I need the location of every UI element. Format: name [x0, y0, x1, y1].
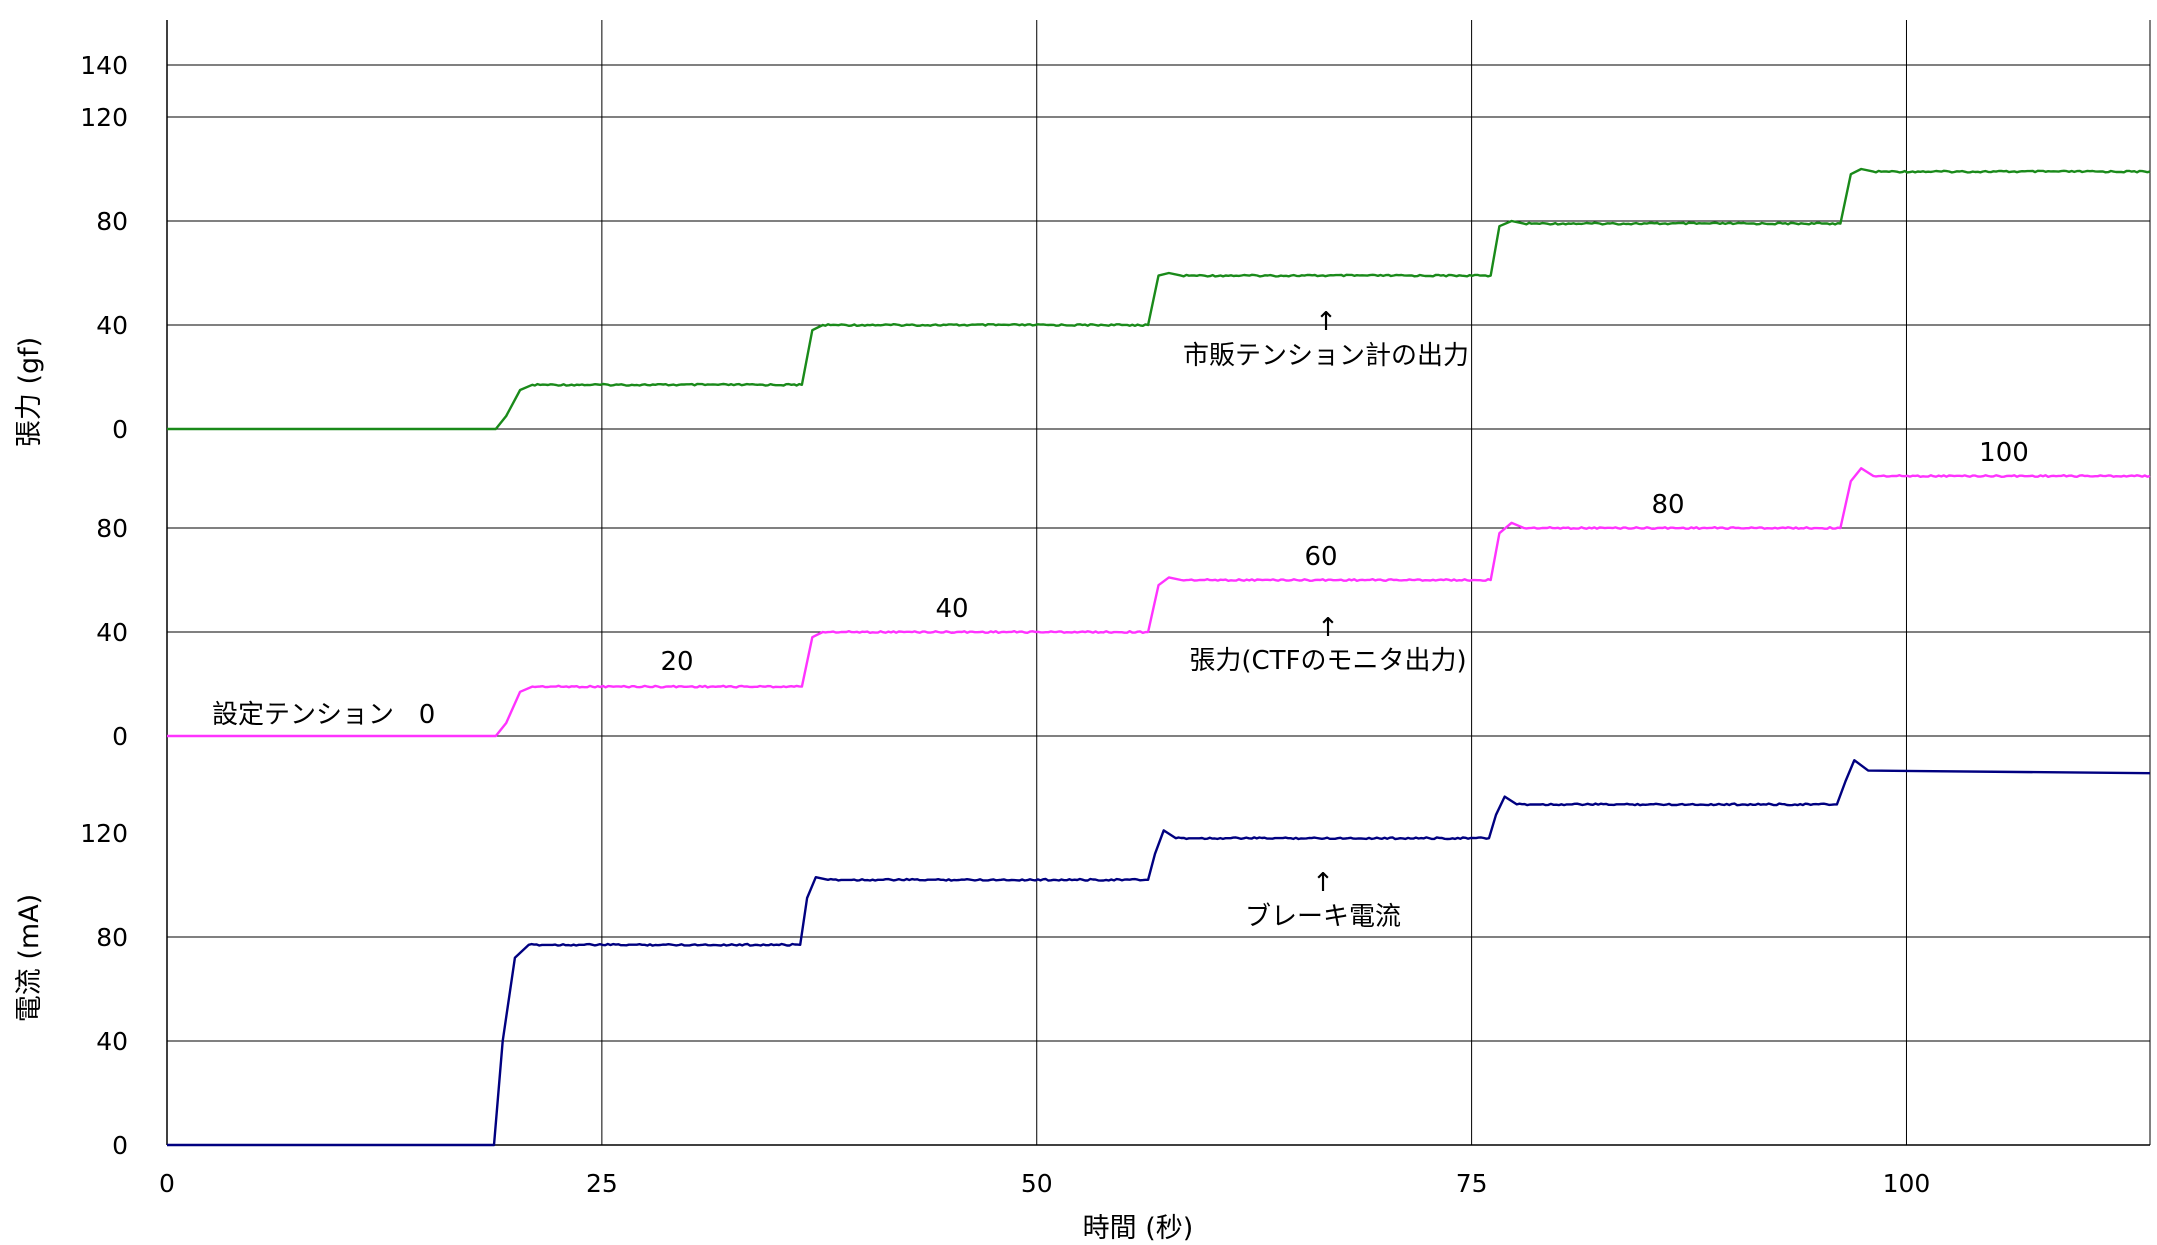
label-brake-current: ブレーキ電流: [1245, 902, 1401, 932]
grid: [166, 20, 2151, 1146]
label-set-tension: 設定テンション: [212, 700, 394, 730]
y-tick-label-brake-0: 0: [112, 1131, 128, 1160]
y-tick-label-ctf-40: 40: [96, 618, 128, 647]
y-tick-label-ctf-0: 0: [112, 722, 128, 751]
y-tick-label-brake-80: 80: [96, 923, 128, 952]
label-ctf-tension: 張力(CTFのモニタ出力): [1189, 646, 1466, 676]
y-axis-title-current: 電流 (mA): [14, 894, 45, 1022]
setpoint-60: 60: [1304, 542, 1337, 572]
setpoint-80: 80: [1651, 490, 1684, 520]
setpoint-40: 40: [935, 594, 968, 624]
y-axis-title-tension: 張力 (gf): [14, 337, 45, 447]
series-line-ctf: [167, 467, 2151, 738]
y-tick-label-brake-40: 40: [96, 1027, 128, 1056]
label-commercial-meter: 市販テンション計の出力: [1183, 341, 1469, 371]
tick-labels: 0 40 80 120 140 0 40 80 0 40 80 120 0 25 50 75 100: [80, 51, 1930, 1198]
y-tick-label-ctf-80: 80: [96, 514, 128, 543]
setpoint-100: 100: [1979, 438, 2029, 468]
series-line-brake: [167, 759, 2151, 1147]
x-tick-label-0: 0: [159, 1169, 175, 1198]
series-layer: [167, 167, 2151, 1147]
x-tick-label-25: 25: [586, 1169, 618, 1198]
y-tick-label-commercial-120: 120: [80, 103, 128, 132]
x-axis-title: 時間 (秒): [1083, 1213, 1194, 1244]
setpoint-0: 0: [419, 700, 436, 730]
arrow-ctf: ↑: [1317, 613, 1339, 643]
series-line-commercial: [167, 167, 2151, 431]
setpoint-20: 20: [660, 647, 693, 677]
y-tick-label-brake-120: 120: [80, 819, 128, 848]
y-tick-label-commercial-0: 0: [112, 415, 128, 444]
arrow-brake: ↑: [1312, 868, 1334, 898]
y-tick-label-commercial-80: 80: [96, 207, 128, 236]
x-tick-label-100: 100: [1883, 1169, 1931, 1198]
y-tick-label-commercial-140: 140: [80, 51, 128, 80]
arrow-commercial: ↑: [1315, 307, 1337, 337]
x-tick-label-50: 50: [1021, 1169, 1053, 1198]
x-tick-label-75: 75: [1456, 1169, 1488, 1198]
y-tick-label-commercial-40: 40: [96, 311, 128, 340]
